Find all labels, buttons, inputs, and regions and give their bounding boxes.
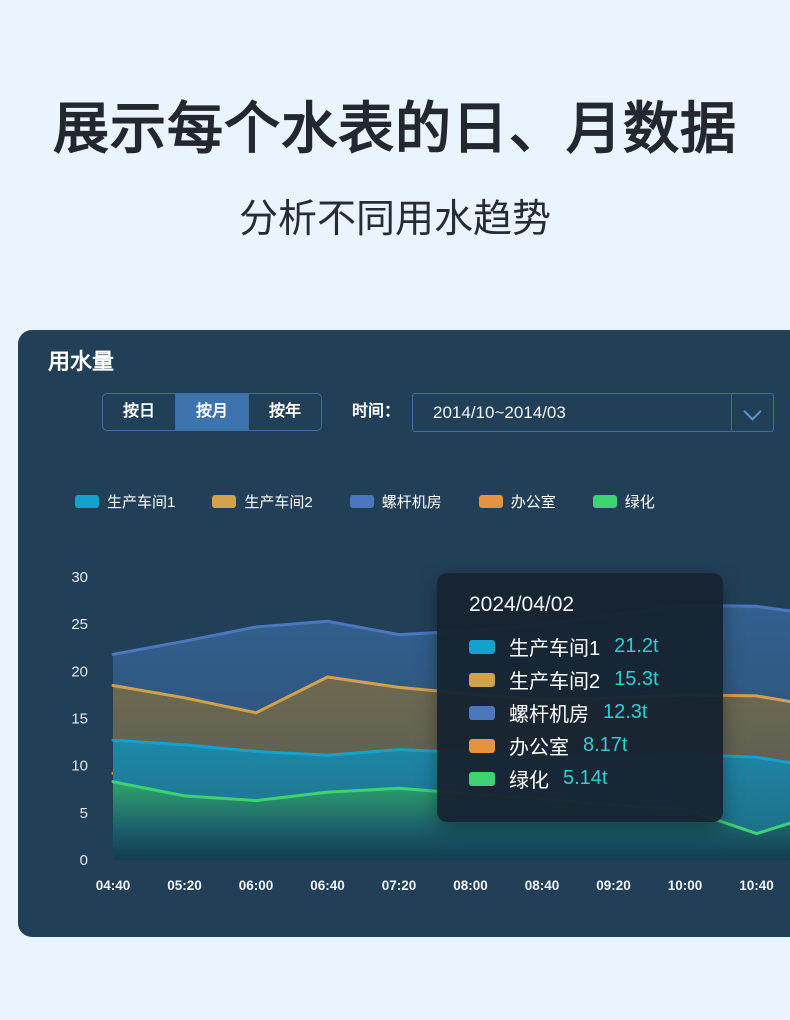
legend-swatch-tan [212,495,237,508]
legend-label: 绿化 [624,494,655,511]
x-axis-tick: 04:40 [96,878,131,893]
tooltip-value: 15.3t [614,668,659,690]
time-label: 时间： [352,403,401,420]
y-axis-tick: 20 [71,663,88,680]
tooltip-label: 生产车间2 [509,671,601,693]
tooltip-value: 5.14t [563,767,608,789]
y-axis-tick: 0 [80,852,88,869]
x-axis-tick: 07:20 [382,878,417,893]
legend-item-workshop1[interactable]: 生产车间1 [75,491,175,512]
x-axis-tick: 10:40 [739,878,774,893]
tooltip-swatch-tan [469,672,495,687]
tooltip-row: 绿化 5.14t [469,762,723,795]
x-axis-tick: 08:40 [525,878,560,893]
legend-item-screw-room[interactable]: 螺杆机房 [349,491,442,512]
y-axis-tick: 30 [71,569,88,586]
x-axis-tick: 10:00 [668,878,703,893]
tooltip-label: 办公室 [509,737,569,759]
legend-label: 螺杆机房 [381,494,442,511]
tooltip-value: 21.2t [614,635,659,657]
legend-swatch-blue [349,495,374,508]
tooltip-label: 绿化 [509,770,549,792]
x-axis-tick: 09:20 [596,878,631,893]
legend-item-greening[interactable]: 绿化 [592,491,655,512]
x-axis-tick: 06:00 [239,878,274,893]
legend-swatch-green [592,495,617,508]
chevron-down-icon [743,402,762,421]
tooltip-date: 2024/04/02 [469,593,575,616]
time-range-value: 2014/10~2014/03 [433,403,566,422]
tooltip-value: 8.17t [583,734,628,756]
y-axis-tick: 15 [71,711,88,728]
y-axis-tick: 10 [71,758,88,775]
tab-yearly[interactable]: 按年 [248,394,321,430]
tooltip-row: 螺杆机房 12.3t [469,696,723,729]
tab-daily[interactable]: 按日 [122,403,155,420]
page-title: 展示每个水表的日、月数据 [53,97,737,160]
legend-item-workshop2[interactable]: 生产车间2 [212,491,313,512]
legend-item-office[interactable]: 办公室 [478,491,556,512]
time-range-select[interactable]: 2014/10~2014/03 [412,393,774,432]
y-axis-tick: 5 [80,805,88,822]
tooltip-row: 办公室 8.17t [469,729,723,762]
period-tab-group: 按日 按月 按年 [102,393,322,431]
x-axis-tick: 05:20 [167,878,202,893]
tooltip-swatch-blue [469,705,495,720]
tooltip-swatch-cyan [469,639,495,654]
tooltip-label: 螺杆机房 [509,704,589,726]
tooltip-swatch-orange [469,738,495,753]
tooltip-value: 12.3t [603,701,648,723]
chart-legend: 生产车间1 生产车间2 螺杆机房 办公室 绿化 [75,491,655,512]
y-axis-tick: 25 [71,616,88,633]
x-axis-tick: 08:00 [453,878,488,893]
tooltip-label: 生产车间1 [509,638,601,660]
select-arrow-box[interactable] [731,394,773,431]
tooltip-row: 生产车间1 21.2t [469,630,723,663]
legend-label: 办公室 [510,494,556,511]
tooltip-row: 生产车间2 15.3t [469,663,723,696]
chart-title: 用水量 [48,349,115,374]
legend-label: 生产车间1 [107,494,176,511]
legend-swatch-cyan [75,495,99,508]
page-subtitle: 分析不同用水趋势 [238,198,551,241]
tab-monthly[interactable]: 按月 [175,394,248,430]
legend-label: 生产车间2 [244,494,313,511]
tooltip-swatch-green [469,771,495,786]
legend-swatch-orange [478,495,503,508]
x-axis-tick: 06:40 [310,878,345,893]
chart-tooltip: 2024/04/02 生产车间1 21.2t 生产车间2 15.3t 螺杆机房 … [437,573,723,822]
